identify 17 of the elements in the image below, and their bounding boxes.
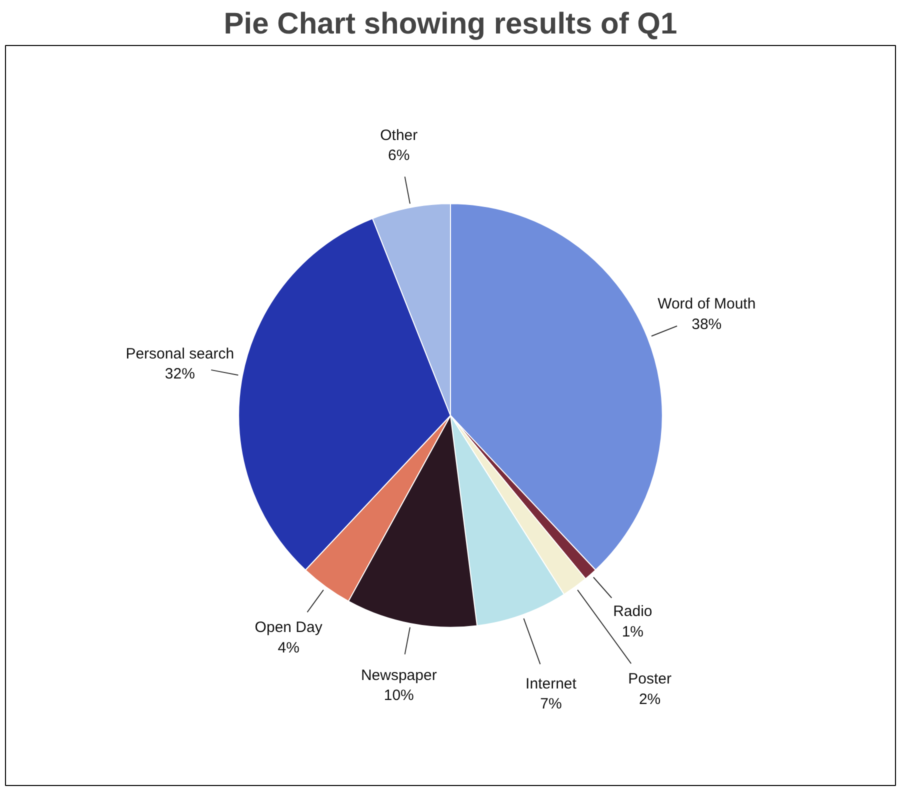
data-label: 2% — [638, 690, 661, 708]
slice-label: Poster — [628, 670, 672, 688]
data-label: 7% — [540, 696, 562, 713]
slice-label: Open Day — [254, 619, 323, 636]
data-label: 6% — [388, 147, 410, 164]
data-label: 10% — [384, 687, 414, 704]
slice-label: Personal search — [126, 345, 234, 362]
slice-label: Word of Mouth — [658, 296, 756, 313]
slice-label: Internet — [526, 675, 578, 692]
data-label: 38% — [692, 316, 722, 334]
slice-label: Newspaper — [360, 666, 437, 684]
chart-title: Pie Chart showing results of Q1 — [224, 8, 678, 40]
data-label: 32% — [164, 366, 195, 383]
slice-label: Radio — [613, 602, 652, 620]
slice-label: Other — [380, 126, 418, 144]
data-label: 1% — [622, 623, 644, 640]
data-label: 4% — [278, 640, 300, 657]
